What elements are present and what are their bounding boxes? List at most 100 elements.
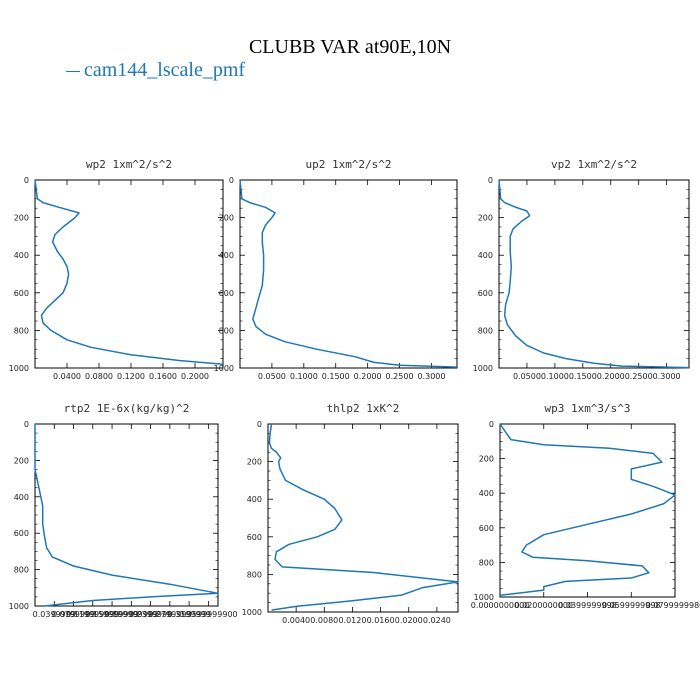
- y-tick-label: 0: [24, 420, 29, 429]
- x-tick-label: 0.2399999: [129, 610, 172, 619]
- series-line: [34, 424, 219, 607]
- y-tick-label: 400: [14, 251, 29, 260]
- panel-2: up2 1xm^2/s^2 0 200 400 600 800 1000 0.0500 0.10…: [214, 158, 458, 381]
- x-tick-label: 0.0080: [310, 616, 338, 625]
- x-tick-label: 0.0500: [258, 372, 286, 381]
- x-tick-label: 0.0000000000: [471, 601, 530, 610]
- x-tick-label: 0.0040: [282, 616, 310, 625]
- x-tick-label: 0.3599999900: [179, 610, 238, 619]
- legend: cam144_lscale_pmf: [66, 59, 245, 82]
- plot-frame: [499, 423, 676, 598]
- y-tick-label: 200: [14, 456, 29, 465]
- panel-title: wp2 1xm^2/s^2: [86, 158, 172, 171]
- y-tick-label: 200: [478, 214, 493, 223]
- panel-title: thlp2 1xK^2: [327, 402, 400, 415]
- y-tick-label: 200: [219, 214, 234, 223]
- x-tick-label: 0.2000: [354, 372, 382, 381]
- y-tick-label: 600: [247, 533, 262, 542]
- x-tick-label: 0.0799999980: [646, 601, 700, 610]
- panel-title: rtp2 1E-6x(kg/kg)^2: [64, 402, 190, 415]
- x-tick-label: 0.0799999: [52, 610, 95, 619]
- y-tick-label: 600: [479, 524, 494, 533]
- y-tick-label: 200: [14, 214, 29, 223]
- plot-frame: [267, 423, 459, 613]
- y-tick-label: 800: [247, 570, 262, 579]
- x-tick-label: 0.1500: [322, 372, 350, 381]
- x-tick-label: 0.3000: [653, 372, 681, 381]
- y-tick-label: 800: [14, 326, 29, 335]
- series-line: [498, 179, 690, 369]
- y-tick-label: 1000: [474, 593, 494, 602]
- panel-1: wp2 1xm^2/s^2 0 200 400 600 800 1000 0.0400 0.08…: [9, 158, 224, 381]
- y-tick-label: 0: [489, 420, 494, 429]
- y-tick-label: 1000: [9, 602, 29, 611]
- y-tick-label: 400: [219, 251, 234, 260]
- x-tick-label: 0.0400: [53, 372, 81, 381]
- x-tick-label: 0.2799999: [148, 610, 191, 619]
- x-tick-label: 0.199999999: [105, 610, 158, 619]
- series-line: [268, 423, 459, 611]
- y-tick-label: 200: [247, 458, 262, 467]
- x-tick-label: 0.0399999: [33, 610, 76, 619]
- series-line: [239, 179, 458, 368]
- x-tick-label: 0.1600: [149, 372, 177, 381]
- y-tick-label: 600: [478, 289, 493, 298]
- y-tick-label: 800: [219, 326, 234, 335]
- x-tick-label: 0.0800: [85, 372, 113, 381]
- series-line: [34, 179, 224, 365]
- x-tick-label: 0.1500: [569, 372, 597, 381]
- plot-frame: [34, 423, 219, 607]
- y-tick-label: 600: [14, 529, 29, 538]
- panel-3: vp2 1xm^2/s^2 0 200 400 600 800 1000 0.0500 0.10…: [473, 158, 690, 381]
- panel-5: thlp2 1xK^2 0 200 400 600 800 1000 0.0040 0.0080…: [242, 402, 459, 625]
- x-tick-label: 0.1000: [541, 372, 569, 381]
- y-tick-label: 400: [479, 489, 494, 498]
- panel-title: up2 1xm^2/s^2: [305, 158, 391, 171]
- y-tick-label: 1000: [473, 364, 493, 373]
- x-tick-label: 0.0240: [423, 616, 451, 625]
- plot-frame: [239, 179, 458, 369]
- y-tick-label: 1000: [242, 608, 262, 617]
- y-tick-label: 200: [479, 455, 494, 464]
- series-line: [499, 423, 676, 597]
- panel-title: vp2 1xm^2/s^2: [551, 158, 637, 171]
- y-tick-label: 600: [14, 289, 29, 298]
- x-tick-label: 0.0120: [338, 616, 366, 625]
- y-tick-label: 0: [24, 176, 29, 185]
- y-tick-label: 1000: [214, 364, 234, 373]
- x-tick-label: 0.0500: [513, 372, 541, 381]
- y-tick-label: 800: [14, 566, 29, 575]
- x-tick-label: 0.0200000000: [514, 601, 573, 610]
- y-tick-label: 400: [478, 251, 493, 260]
- x-tick-label: 0.1200: [117, 372, 145, 381]
- panel-4: rtp2 1E-6x(kg/kg)^2 0 200 400 600 800 1000 0.03…: [9, 402, 238, 619]
- x-tick-label: 0.0599999998: [602, 601, 661, 610]
- x-tick-label: 0.2000: [181, 372, 209, 381]
- x-tick-label: 0.3000: [417, 372, 445, 381]
- panel-6: wp3 1xm^3/s^3 0 200 400 600 800 10000.00000000…: [471, 402, 700, 610]
- x-tick-label: 0.2500: [625, 372, 653, 381]
- x-tick-label: 0.0200: [395, 616, 423, 625]
- x-tick-label: 0.159999999: [85, 610, 138, 619]
- y-tick-label: 1000: [9, 364, 29, 373]
- y-tick-label: 800: [478, 326, 493, 335]
- y-tick-label: 400: [14, 493, 29, 502]
- y-tick-label: 0: [488, 176, 493, 185]
- panel-title: wp3 1xm^3/s^3: [544, 402, 630, 415]
- x-tick-label: 0.1000: [290, 372, 318, 381]
- plot-frame: [498, 179, 690, 369]
- legend-label: cam144_lscale_pmf: [84, 59, 246, 81]
- y-tick-label: 400: [247, 495, 262, 504]
- y-tick-label: 0: [229, 176, 234, 185]
- x-tick-label: 0.119999999: [66, 610, 119, 619]
- x-tick-label: 0.0160: [367, 616, 395, 625]
- y-tick-label: 800: [479, 558, 494, 567]
- y-tick-label: 600: [219, 289, 234, 298]
- figure-title: CLUBB VAR at90E,10N: [248, 36, 452, 58]
- x-tick-label: 0.2500: [386, 372, 414, 381]
- y-tick-label: 0: [257, 420, 262, 429]
- legend-line-icon: [66, 70, 80, 72]
- x-tick-label: 0.0399999998: [558, 601, 617, 610]
